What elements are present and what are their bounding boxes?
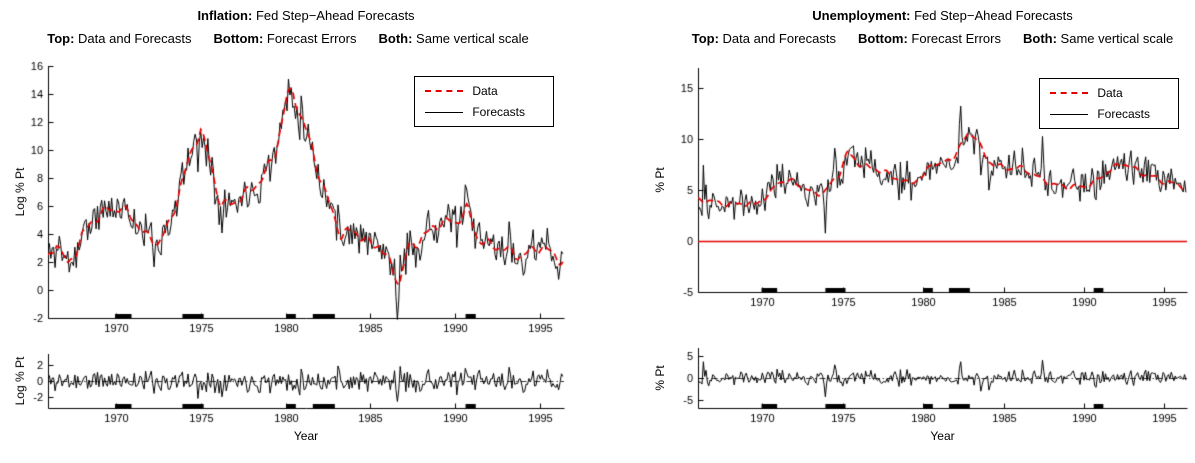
legend-item-forecasts: Forecasts [1050,107,1150,121]
subtitle-top-text: Data and Forecasts [74,31,192,46]
legend-label-data: Data [472,84,498,98]
subtitle-top: Top: Data and Forecasts [47,31,191,46]
panel-inflation: Inflation: Fed Step−Ahead Forecasts Top:… [8,0,586,463]
chart-subtitle: Top: Data and Forecasts Bottom: Forecast … [8,31,568,46]
panel-unemployment: Unemployment: Fed Step−Ahead Forecasts T… [600,0,1195,463]
subtitle-bottom-label: Bottom: [213,31,264,46]
y-axis-label: Log % Pt [13,167,27,217]
chart-title-bold: Unemployment: [812,8,911,23]
y-axis-label: % Pt [653,365,667,391]
subtitle-bottom-text: Forecast Errors [263,31,357,46]
subtitle-bottom: Bottom: Forecast Errors [858,31,1001,46]
subtitle-both: Both: Same vertical scale [379,31,529,46]
legend-label-data: Data [1097,86,1123,100]
chart-title-rest: Fed Step−Ahead Forecasts [910,8,1073,23]
chart-title-bold: Inflation: [197,8,253,23]
chart-title-rest: Fed Step−Ahead Forecasts [252,8,415,23]
subtitle-both-label: Both: [378,31,413,46]
y-axis-label: % Pt [653,167,667,193]
legend: Data Forecasts [1039,78,1179,129]
subtitle-both-label: Both: [1023,31,1057,46]
y-axis-label: Log % Pt [13,356,27,406]
subtitle-bottom-label: Bottom: [857,31,908,46]
legend-item-data: Data [425,84,525,98]
chart-title: Inflation: Fed Step−Ahead Forecasts [48,8,564,23]
legend-label-forecasts: Forecasts [1097,107,1150,121]
forecasts-line-sample [1050,113,1089,115]
legend: Data Forecasts [414,76,554,127]
inflation-errors-plot [8,344,586,430]
data-line-sample [1050,92,1089,94]
subtitle-both-text: Same vertical scale [412,31,529,46]
x-axis-label: Year [930,429,955,443]
subtitle-bottom-text: Forecast Errors [907,31,1001,46]
subtitle-top: Top: Data and Forecasts [692,31,836,46]
chart-title: Unemployment: Fed Step−Ahead Forecasts [698,8,1187,23]
unemployment-errors-plot [600,336,1195,430]
subtitle-top-label: Top: [47,31,75,46]
x-axis-label: Year [293,429,319,443]
chart-subtitle: Top: Data and Forecasts Bottom: Forecast … [670,31,1195,46]
subtitle-bottom: Bottom: Forecast Errors [213,31,356,46]
legend-item-data: Data [1050,86,1150,100]
subtitle-top-text: Data and Forecasts [718,31,836,46]
forecasts-line-sample [425,111,464,113]
legend-label-forecasts: Forecasts [472,105,525,119]
data-line-sample [425,90,464,92]
legend-item-forecasts: Forecasts [425,105,525,119]
subtitle-both-text: Same vertical scale [1056,31,1174,46]
subtitle-top-label: Top: [691,31,719,46]
subtitle-both: Both: Same vertical scale [1023,31,1173,46]
